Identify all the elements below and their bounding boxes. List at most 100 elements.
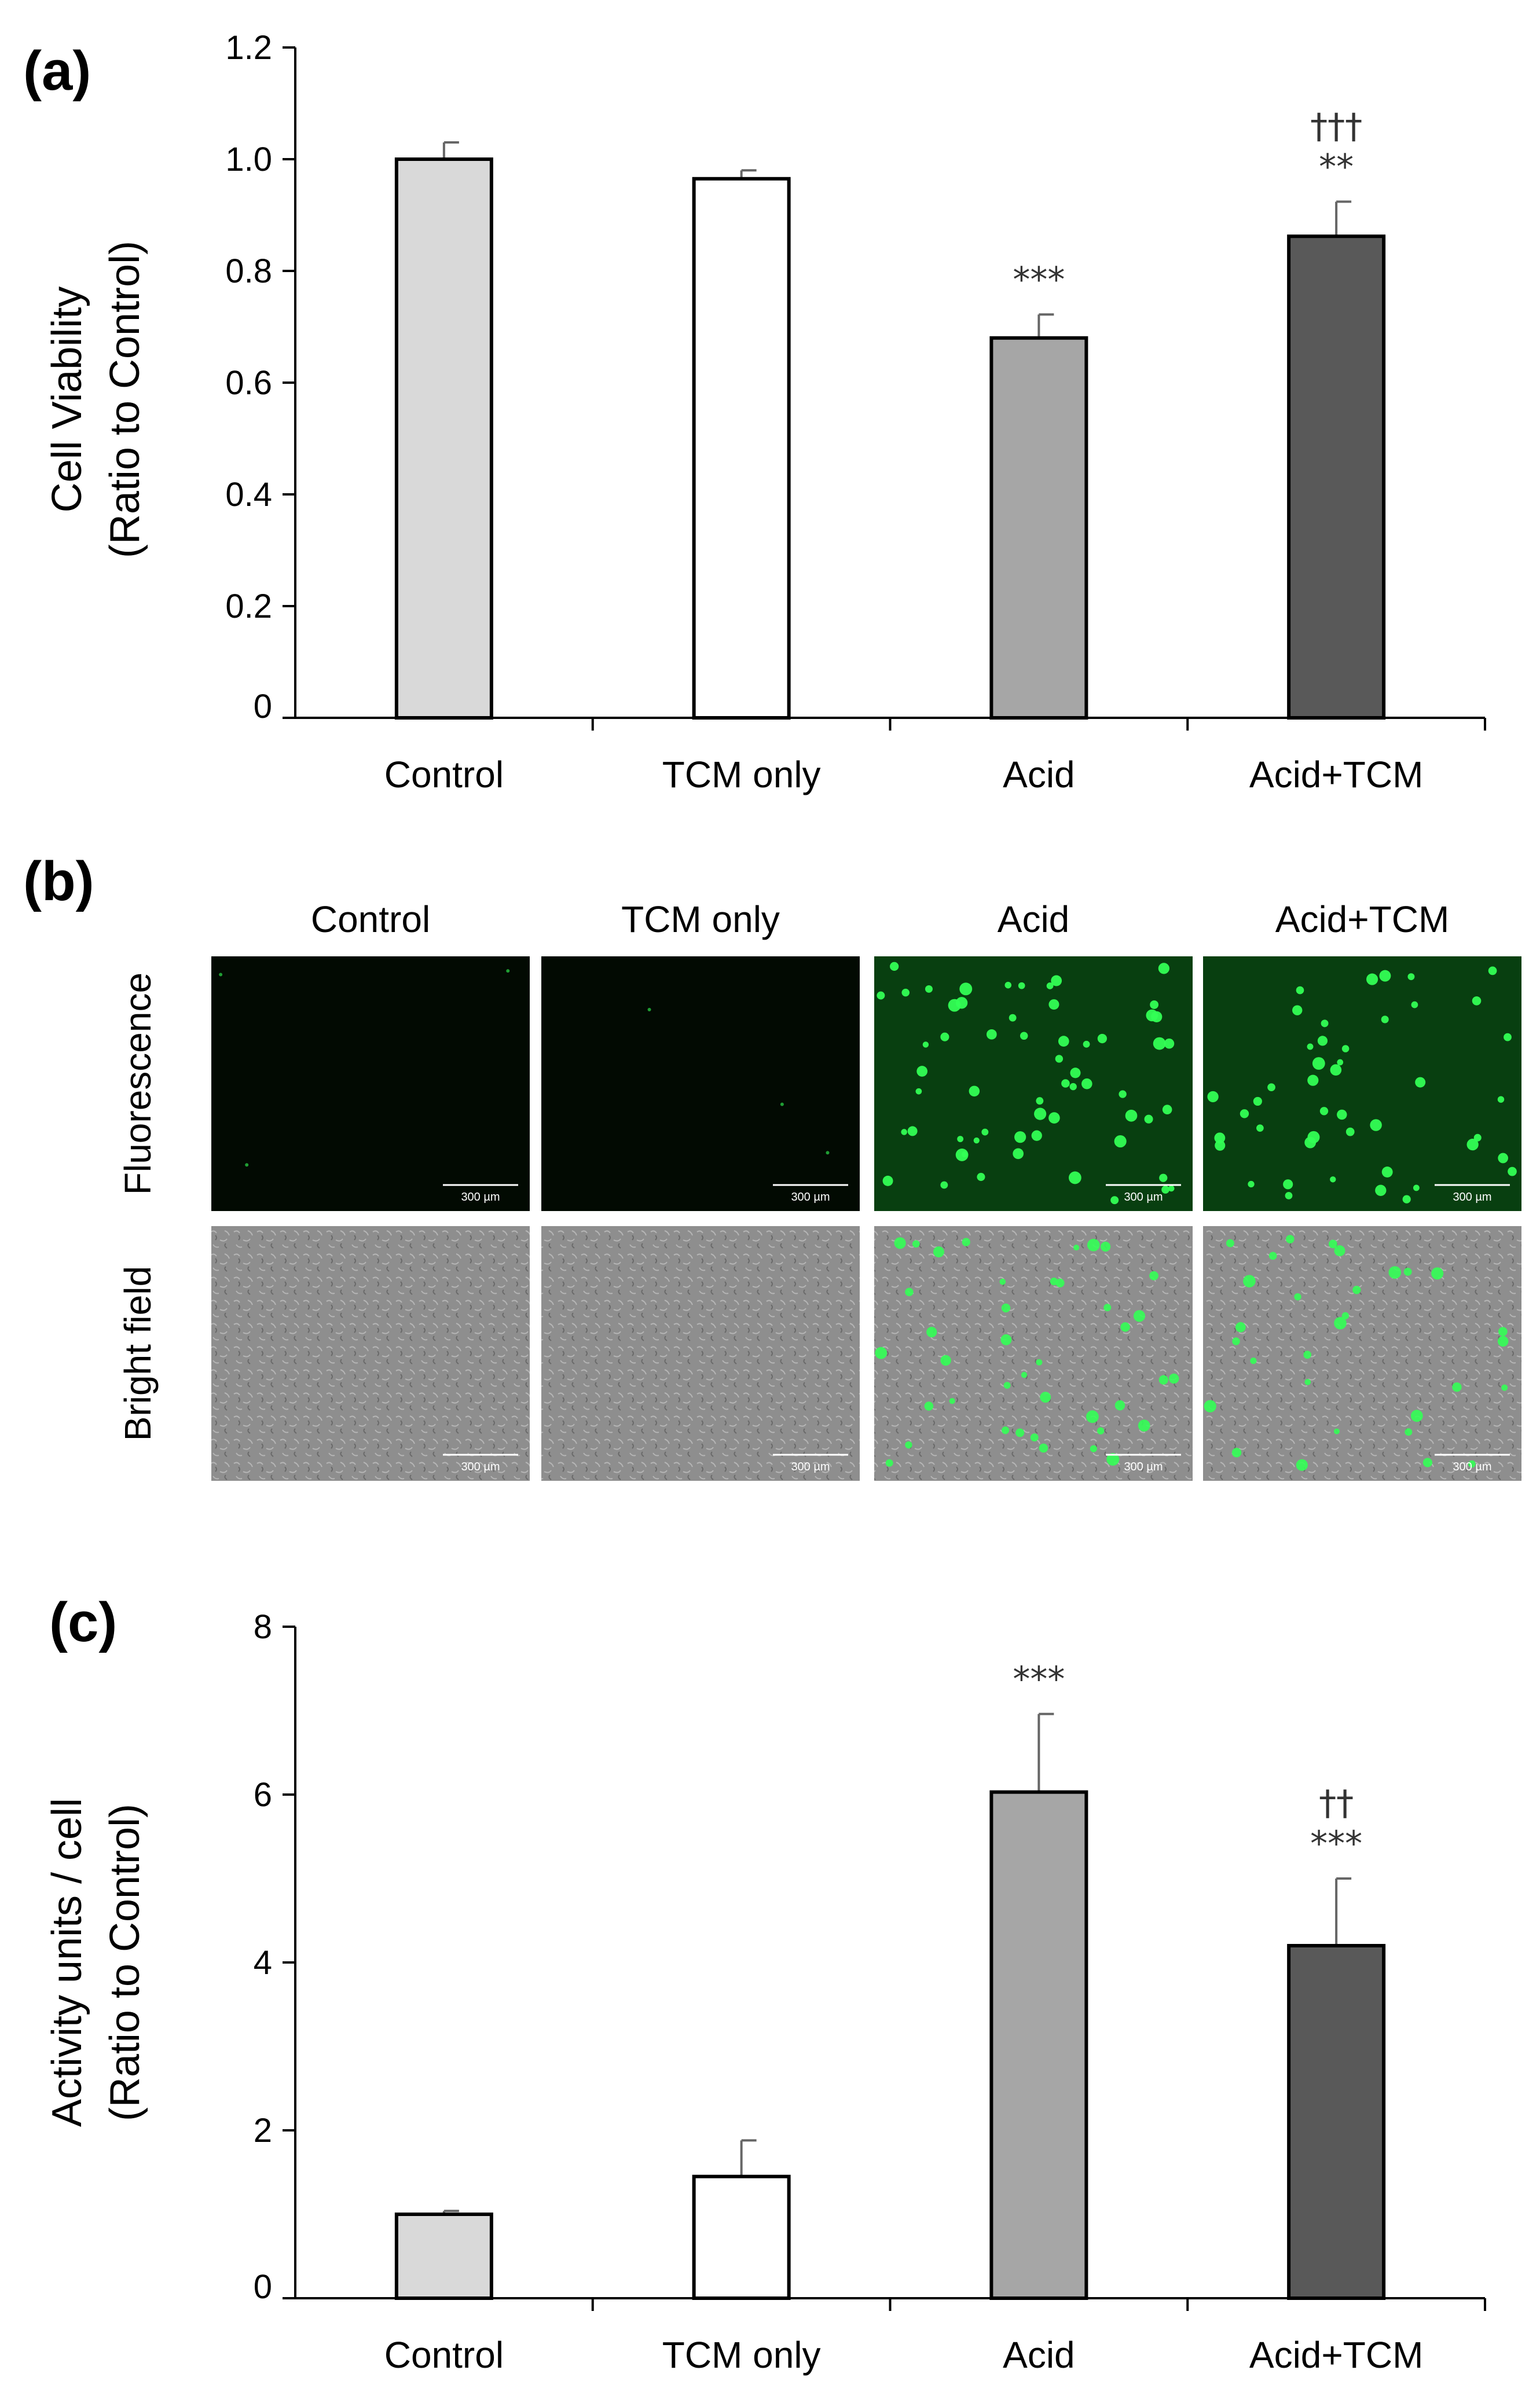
scale-bar-label: 300 µm (1453, 1461, 1491, 1473)
panel-label-b: (b) (23, 850, 94, 912)
fluorescent-cell (1501, 1384, 1508, 1391)
panel-label-c: (c) (49, 1591, 117, 1653)
fluorescent-cell (245, 1163, 249, 1167)
fluorescent-cell (877, 991, 885, 1000)
fluorescent-cell (1119, 1090, 1127, 1098)
column-header: Control (311, 898, 430, 940)
fluorescent-cell (1319, 1107, 1329, 1116)
fluorescent-cell (905, 1441, 912, 1449)
fluorescent-cell (1001, 1303, 1011, 1313)
fluorescent-cell (1070, 1067, 1081, 1078)
fluorescence-image: 300 µm (1203, 956, 1521, 1211)
fluorescent-cell (940, 1355, 951, 1366)
fluorescent-cell (1036, 1097, 1044, 1105)
fluorescent-cell (1040, 1392, 1051, 1403)
fluorescent-cell (1508, 1166, 1517, 1176)
fluorescent-cell (1061, 1079, 1070, 1088)
fluorescent-cell (1114, 1135, 1127, 1148)
fluorescent-cell (885, 1459, 893, 1467)
fluorescent-cell (1317, 1036, 1328, 1046)
y-tick-label: 4 (254, 1944, 272, 1982)
fluorescent-cell (1307, 1043, 1314, 1050)
bright-field-image: 300 µm (211, 1226, 530, 1481)
fluorescent-cell (1149, 1271, 1158, 1281)
fluorescent-cell (1285, 1191, 1293, 1199)
fluorescent-cell (1472, 996, 1482, 1006)
fluorescent-cell (1422, 1458, 1432, 1468)
fluorescent-cell (219, 973, 223, 977)
fluorescent-cell (1231, 1447, 1242, 1458)
fluorescent-cell (1337, 1109, 1347, 1120)
fluorescent-cell (1051, 975, 1062, 986)
fluorescent-cell (1375, 1184, 1387, 1196)
fluorescent-cell (1081, 1078, 1092, 1089)
fluorescent-cell (1431, 1267, 1444, 1280)
cell-viability-chart: (a) Cell Viability (Ratio to Control) 00… (23, 29, 1486, 795)
fluorescent-cell (1031, 1130, 1042, 1141)
fluorescent-cell (999, 1278, 1006, 1285)
fluorescent-cell (1058, 1036, 1069, 1047)
significance-marker: *** (1013, 259, 1065, 300)
bar-acid (989, 1790, 1088, 2300)
fluorescent-cell (1366, 973, 1378, 985)
fluorescent-cell (926, 1326, 937, 1338)
fluorescent-cell (1138, 1419, 1150, 1432)
y-tick-label: 2 (254, 2112, 272, 2149)
fluorescent-cell (1312, 1057, 1325, 1070)
fluorescent-cell (1405, 1428, 1413, 1436)
fluorescent-cell (1321, 1019, 1329, 1028)
x-tick-label: TCM only (662, 2334, 821, 2376)
fluorescent-cell (1144, 1114, 1153, 1124)
fluorescent-cell (924, 1402, 934, 1411)
column-header: TCM only (621, 898, 780, 940)
column-header: Acid+TCM (1275, 898, 1450, 940)
significance-marker-dagger: †† (1319, 1783, 1354, 1824)
fluorescent-cell (1090, 1445, 1097, 1452)
y-tick-label: 0 (254, 688, 272, 725)
fluorescent-cell (948, 999, 961, 1012)
fluorescent-cell (1411, 1001, 1418, 1008)
bar-tcm-only (692, 177, 791, 720)
fluorescent-cell (1304, 1379, 1311, 1385)
fluorescent-cell (1120, 1322, 1130, 1332)
y-tick-label: 0.2 (225, 588, 272, 625)
x-tick-label: Acid+TCM (1249, 754, 1424, 795)
fluorescent-cell (922, 1041, 929, 1048)
fluorescent-cell (1307, 1131, 1320, 1143)
fluorescence-image: 300 µm (874, 956, 1193, 1211)
fluorescent-cell (1307, 1074, 1319, 1086)
fluorescent-cell (1036, 1359, 1043, 1366)
x-tick-label: Acid+TCM (1249, 2334, 1424, 2376)
fluorescent-cell (1048, 999, 1059, 1010)
fluorescent-cell (1159, 1173, 1168, 1182)
fluorescent-cell (826, 1151, 830, 1155)
fluorescent-cell (1330, 1064, 1342, 1076)
fluorescent-cell (1168, 1185, 1175, 1192)
fluorescent-cell (1106, 1452, 1120, 1466)
y-tick-label: 6 (254, 1776, 272, 1814)
plot-area: 0 0.2 0.4 0.6 0.8 1.0 1.2 Control TCM only Acid **… (225, 29, 1486, 795)
fluorescent-cell (1381, 1015, 1389, 1023)
x-tick-label: TCM only (662, 754, 821, 795)
fluorescent-cell (981, 1128, 989, 1136)
y-tick-label: 0 (254, 2268, 272, 2306)
fluorescent-cell (780, 1102, 784, 1106)
x-tick-label: Acid (1003, 2334, 1075, 2376)
fluorescent-cell (1015, 1428, 1025, 1437)
fluorescent-cell (1018, 982, 1025, 989)
fluorescent-cell (1003, 1382, 1011, 1389)
fluorescent-cell (1164, 1039, 1175, 1049)
fluorescent-cell (1034, 1107, 1047, 1120)
scale-bar-label: 300 µm (1124, 1191, 1163, 1204)
fluorescent-cell (1345, 1127, 1355, 1136)
fluorescent-cell (1452, 1382, 1462, 1392)
fluorescent-cell (1379, 970, 1391, 982)
fluorescent-cell (1468, 1460, 1476, 1468)
fluorescent-cell (1235, 1322, 1246, 1333)
fluorescent-cell (1498, 1153, 1509, 1164)
fluorescent-cell (1415, 1077, 1426, 1088)
scale-bar-label: 300 µm (461, 1191, 500, 1204)
fluorescent-cell (1303, 1351, 1312, 1359)
fluorescent-cell (915, 1088, 922, 1095)
fluorescent-cell (1161, 1186, 1169, 1194)
